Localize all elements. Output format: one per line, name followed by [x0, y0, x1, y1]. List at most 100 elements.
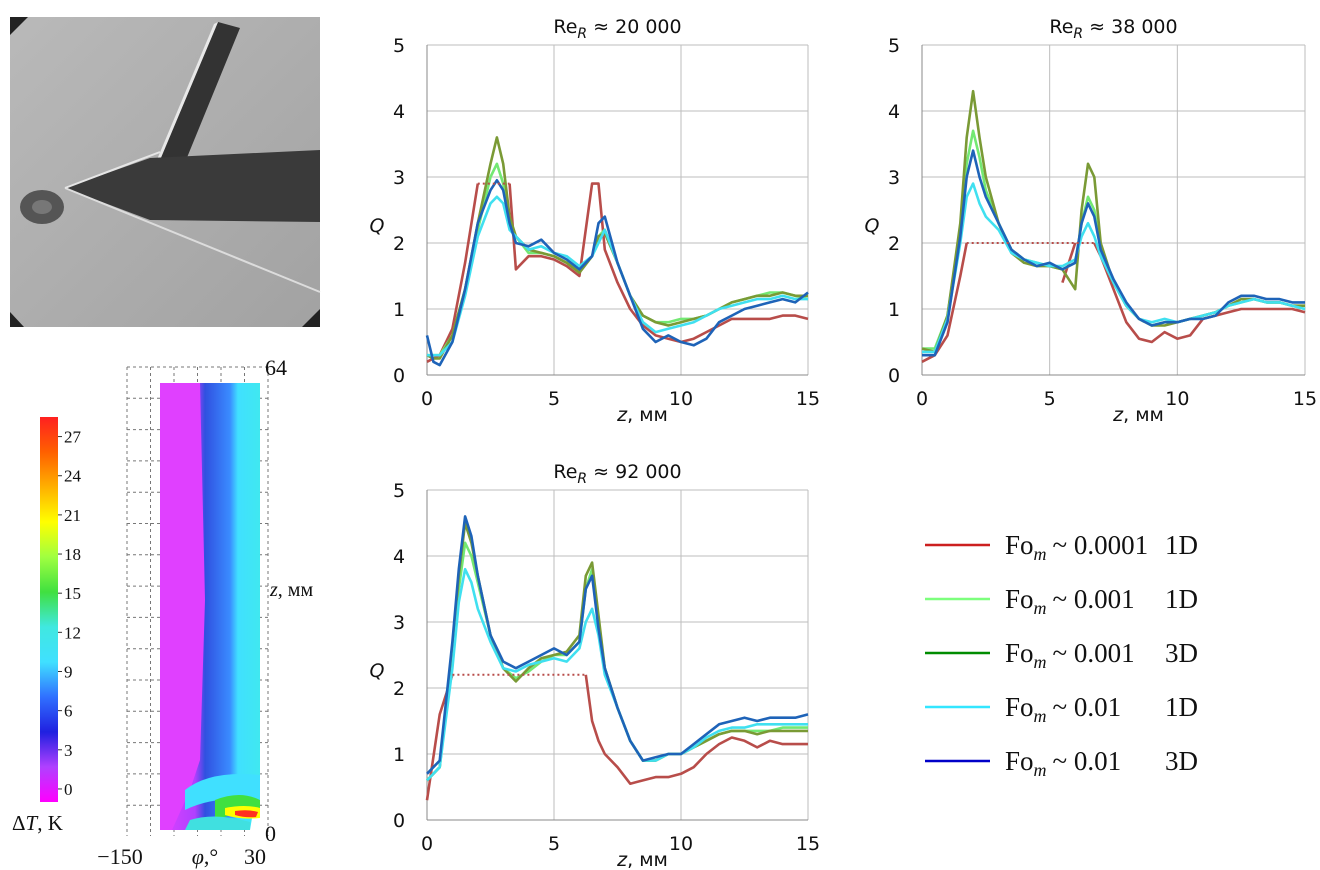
title-main: Re [553, 461, 577, 483]
x-tick-label: 5 [548, 833, 560, 855]
legend-sub: m [1034, 652, 1047, 672]
y-tick-label: 2 [393, 678, 405, 700]
y-tick-label: 5 [393, 480, 405, 502]
x-tick-label: 0 [421, 388, 433, 410]
y-tick-label: 4 [888, 101, 900, 123]
y-tick-label: 3 [393, 167, 405, 189]
title-main: Re [1049, 16, 1073, 38]
y-axis-label: Q [865, 215, 880, 237]
heatmap-y-label-unit: , мм [278, 579, 314, 601]
y-axis-label: Q [370, 215, 385, 237]
heatmap-x-label-unit: ,° [204, 844, 218, 869]
legend-sub: m [1034, 598, 1047, 618]
series-line [426, 515, 809, 775]
y-tick-label: 5 [393, 35, 405, 57]
x-axis-label: z, мм [616, 849, 668, 870]
y-tick-label: 2 [888, 233, 900, 255]
x-tick-label: 0 [421, 833, 433, 855]
y-axis-label: Q [370, 660, 385, 682]
colorbar-scale [40, 417, 58, 802]
x-tick-label: 10 [669, 833, 693, 855]
title-sub: R [577, 471, 587, 487]
series-line [426, 182, 809, 363]
legend-model: 1D [1165, 692, 1198, 722]
legend-label: Fom ~ 0.001 [1005, 584, 1135, 618]
colorbar-tick-label: 0 [64, 780, 73, 799]
title-rest: ≈ 38 000 [1089, 16, 1177, 38]
y-tick-label: 4 [393, 101, 405, 123]
series-line [426, 136, 808, 360]
colorbar-tick-label: 21 [64, 506, 81, 525]
legend-model: 3D [1165, 746, 1198, 776]
legend-label: Fom ~ 0.001 [1005, 638, 1135, 672]
y-tick-label: 2 [393, 233, 405, 255]
colorbar-tick-label: 6 [64, 702, 73, 721]
x-label-unit: , мм [627, 849, 668, 870]
series-line [427, 195, 808, 357]
y-tick-label: 1 [393, 744, 405, 766]
colorbar-tick-label: 9 [64, 662, 73, 681]
title-main: Re [553, 16, 577, 38]
x-label-var: z [616, 404, 628, 426]
x-label-var: z [1112, 404, 1124, 426]
heatmap-y-label: z, мм [269, 579, 313, 601]
series-line [921, 242, 1306, 363]
legend-main: Fo [1005, 530, 1034, 560]
legend-label: Fom ~ 0.0001 [1005, 530, 1148, 564]
legend-rest: ~ 0.01 [1053, 746, 1122, 776]
legend-main: Fo [1005, 584, 1034, 614]
title-sub: R [1073, 26, 1083, 42]
heatmap: −150 300 64 φ,° z, мм [97, 355, 313, 869]
colorbar-tick-label: 12 [64, 623, 81, 642]
legend-main: Fo [1005, 746, 1034, 776]
y-tick-label: 0 [888, 365, 900, 387]
y-tick-label: 5 [888, 35, 900, 57]
y-tick-label: 3 [393, 612, 405, 634]
legend-label: Fom ~ 0.01 [1005, 692, 1121, 726]
series-line [426, 521, 808, 782]
legend-main: Fo [1005, 692, 1034, 722]
y-tick-label: 0 [393, 365, 405, 387]
colorbar-label-unit: , K [37, 811, 63, 835]
x-label-var: z [616, 849, 628, 870]
x-label-unit: , мм [627, 404, 668, 426]
legend-rest: ~ 0.0001 [1053, 530, 1149, 560]
colorbar-tick-label: 24 [64, 467, 82, 486]
colorbar-tick-label: 15 [64, 584, 81, 603]
legend-model: 1D [1165, 584, 1198, 614]
x-tick-label: 0 [916, 388, 928, 410]
x-tick-label: 10 [1165, 388, 1189, 410]
colorbar-tick-label: 3 [64, 741, 73, 760]
x-tick-label: 15 [796, 833, 820, 855]
x-axis-label: z, мм [616, 404, 668, 426]
x-tick-label: 15 [796, 388, 820, 410]
photo [10, 17, 321, 327]
series-line [922, 149, 1305, 357]
x-tick-label: 5 [1044, 388, 1056, 410]
chart: 0 1 2 3 4 5 0 5 10 15 ReR ≈ 92 000 z, мм Q [370, 461, 821, 870]
colorbar-label: ΔT, K [12, 811, 63, 835]
series-line [425, 179, 809, 367]
colorbar-label-var: T [26, 811, 39, 835]
title-rest: ≈ 92 000 [593, 461, 681, 483]
heatmap-y-tick-label: 0 [265, 821, 276, 846]
y-tick-label: 3 [888, 167, 900, 189]
x-axis-label: z, мм [1112, 404, 1164, 426]
chart-title: ReR ≈ 20 000 [553, 16, 681, 42]
legend-label: Fom ~ 0.01 [1005, 746, 1121, 780]
chart-title: ReR ≈ 92 000 [553, 461, 681, 487]
legend-rest: ~ 0.001 [1053, 584, 1135, 614]
x-tick-label: 10 [669, 388, 693, 410]
legend-model: 1D [1165, 530, 1198, 560]
colorbar: 0 3 6 9 12 15 18 21 24 27 ΔT, K [12, 417, 82, 835]
chart: 0 1 2 3 4 5 0 5 10 15 ReR ≈ 38 000 z, мм Q [865, 16, 1318, 426]
title-sub: R [577, 26, 587, 42]
x-tick-label: 15 [1293, 388, 1317, 410]
series-line [425, 674, 808, 801]
colorbar-tick-label: 18 [64, 545, 81, 564]
